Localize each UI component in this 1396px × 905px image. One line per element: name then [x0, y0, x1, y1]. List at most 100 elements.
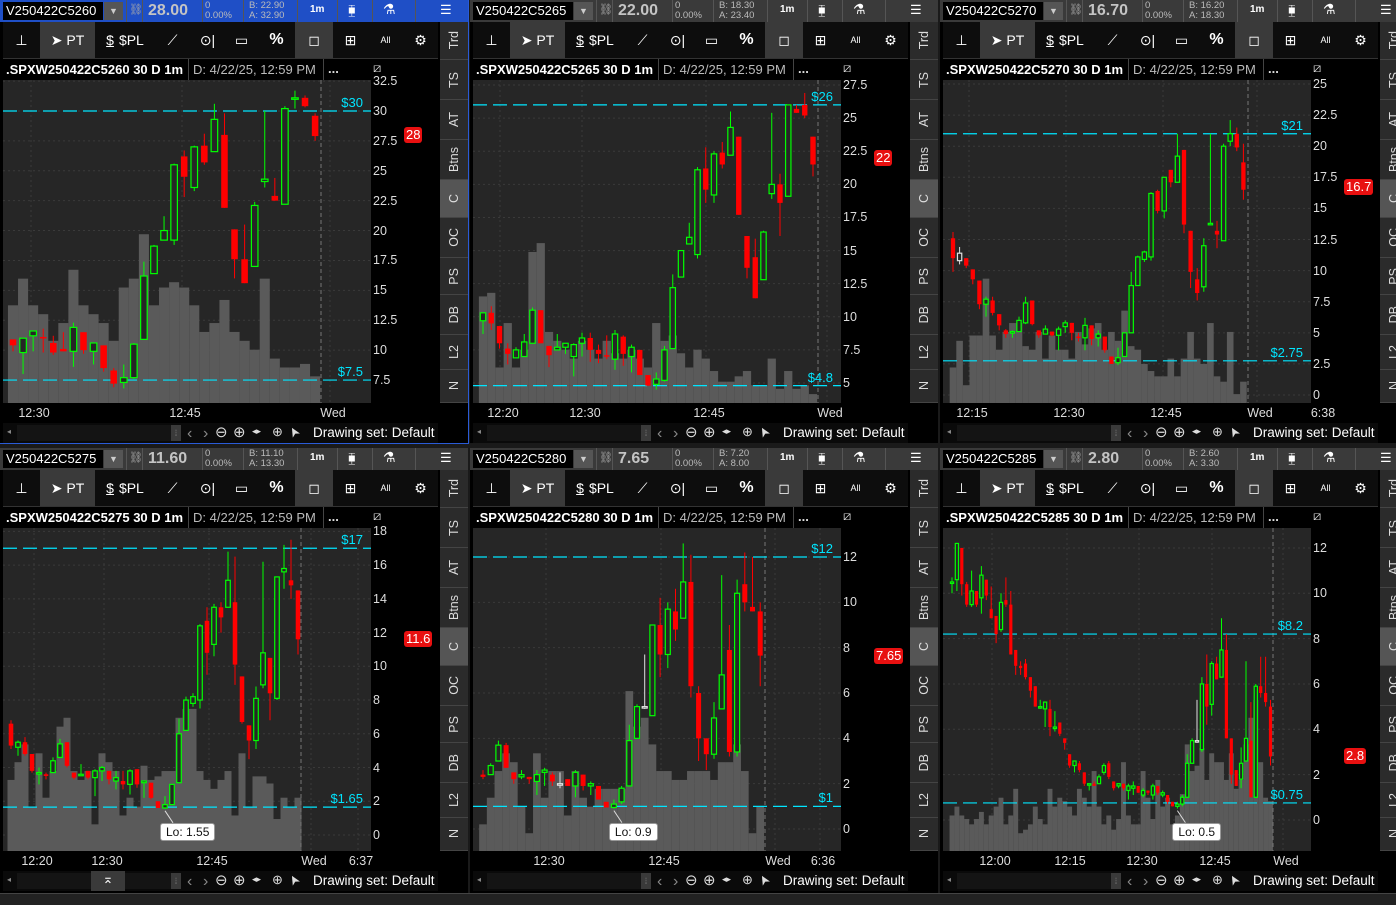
price-axis[interactable]: 7.5 10 12.5 15 17.5 20 22.5 25 27.5 30 32.5 28 [371, 74, 440, 403]
side-tab-n[interactable]: N [1380, 818, 1396, 851]
expand-axis-icon[interactable]: ⧄ [373, 60, 382, 75]
scroll-forward-icon[interactable]: › [673, 425, 679, 442]
price-level-icon[interactable]: ⊙| [669, 32, 686, 48]
horizontal-scrollbar[interactable] [957, 873, 1112, 889]
scroll-back-icon[interactable]: ‹ [657, 425, 663, 442]
cursor-icon[interactable]: ➤ [754, 423, 774, 441]
candlestick-style-icon[interactable]: ⧯ [818, 451, 826, 465]
symbol-dropdown-button[interactable]: ▼ [574, 2, 593, 20]
side-tab-l2[interactable]: L2 [440, 783, 468, 818]
zoom-in-icon[interactable]: ⊕ [233, 872, 246, 889]
price-level-label[interactable]: $1 [818, 790, 833, 806]
side-tab-oc[interactable]: OC [910, 666, 938, 706]
side-tab-trd[interactable]: Trd [910, 470, 938, 508]
all-icon[interactable]: All [368, 470, 403, 506]
gear-icon[interactable]: ⚙ [414, 480, 427, 496]
scroll-left-icon[interactable]: ◂ [947, 427, 952, 436]
timeframe-button[interactable]: 1m [310, 452, 325, 463]
symbol-input[interactable]: V250422C5270 [943, 2, 1043, 20]
side-tab-db[interactable]: DB [910, 743, 938, 783]
price-axis[interactable]: 0 2 4 6 8 10 12 7.65 [841, 528, 910, 851]
pointer-tool-button[interactable]: ➤ PT [510, 22, 565, 58]
rectangle-icon[interactable]: ▭ [704, 480, 719, 496]
crosshair-icon[interactable]: ⊕ [272, 872, 283, 887]
chart-plot[interactable]: $26 $4.8 [473, 80, 841, 403]
chart-plot[interactable]: $21 $2.75 [943, 80, 1321, 403]
gear-icon[interactable]: ⚙ [884, 32, 897, 48]
side-tab-trd[interactable]: Trd [1380, 470, 1396, 508]
menu-list-icon[interactable]: ☰ [910, 2, 922, 17]
studies-flask-icon[interactable]: ⚗ [853, 1, 866, 17]
side-tab-ps[interactable]: PS [910, 706, 938, 743]
expand-axis-icon[interactable]: ⧄ [1313, 508, 1322, 523]
side-tab-ps[interactable]: PS [440, 258, 468, 295]
gear-icon[interactable]: ⚙ [1354, 480, 1367, 496]
price-level-label[interactable]: $26 [811, 88, 833, 104]
pl-tool-button[interactable]: $ $PL [565, 470, 625, 506]
trendline-icon[interactable]: ⟋ [1107, 32, 1118, 48]
scroll-forward-icon[interactable]: › [203, 873, 209, 890]
side-tab-ps[interactable]: PS [1380, 706, 1396, 743]
expand-axis-icon[interactable]: ⧄ [843, 60, 852, 75]
timeframe-button[interactable]: 1m [780, 452, 795, 463]
more-button[interactable]: ... [793, 507, 809, 529]
scroll-left-icon[interactable]: ◂ [477, 875, 482, 884]
grid-layout-icon[interactable]: ⊞ [1284, 480, 1297, 496]
crosshair-icon[interactable]: ⊕ [742, 424, 753, 439]
price-chart[interactable] [3, 80, 371, 403]
scroll-forward-icon[interactable]: › [673, 873, 679, 890]
scroll-thumb-icon[interactable]: ⦙ [641, 425, 651, 441]
percent-icon[interactable]: % [258, 22, 295, 58]
fit-width-icon[interactable]: ◂▸ [252, 426, 262, 436]
menu-list-icon[interactable]: ☰ [1380, 450, 1392, 465]
zoom-in-icon[interactable]: ⊕ [1173, 872, 1186, 889]
time-axis[interactable]: 12:30 12:45 Wed 6:36 [473, 851, 908, 871]
cursor-icon[interactable]: ➤ [284, 423, 304, 441]
symbol-input[interactable]: V250422C5260 [3, 2, 103, 20]
symbol-dropdown-button[interactable]: ▼ [1044, 2, 1063, 20]
fit-width-icon[interactable]: ◂▸ [722, 874, 732, 884]
drawing-set-selector[interactable]: Drawing set: Default [1253, 425, 1375, 440]
drawing-set-selector[interactable]: Drawing set: Default [313, 425, 435, 440]
pl-tool-button[interactable]: $ $PL [1035, 22, 1095, 58]
studies-flask-icon[interactable]: ⚗ [1323, 1, 1336, 17]
link-icon[interactable]: ⛓ [599, 4, 613, 16]
cursor-icon[interactable]: ➤ [1224, 871, 1244, 889]
side-tab-db[interactable]: DB [440, 743, 468, 783]
symbol-dropdown-button[interactable]: ▼ [1044, 450, 1063, 468]
trendline-icon[interactable]: ⟋ [167, 480, 178, 496]
side-tab-c[interactable]: C [910, 180, 938, 218]
zoom-in-icon[interactable]: ⊕ [1173, 424, 1186, 441]
timeframe-button[interactable]: 1m [310, 4, 325, 15]
side-tab-n[interactable]: N [440, 818, 468, 851]
time-axis[interactable]: 12:20 12:30 12:45 Wed 6:37 [3, 851, 438, 871]
all-icon[interactable]: All [838, 470, 873, 506]
side-tab-l2[interactable]: L2 [910, 783, 938, 818]
scroll-back-icon[interactable]: ‹ [657, 873, 663, 890]
price-level-label[interactable]: $12 [811, 541, 833, 556]
price-level-label[interactable]: $21 [1281, 117, 1303, 133]
menu-list-icon[interactable]: ☰ [440, 2, 452, 17]
trendline-icon[interactable]: ⟋ [1107, 480, 1118, 496]
horizontal-scrollbar[interactable] [487, 873, 642, 889]
price-level-label[interactable]: $8.2 [1277, 618, 1303, 634]
grid-layout-icon[interactable]: ⊞ [814, 480, 827, 496]
drawing-set-selector[interactable]: Drawing set: Default [1253, 873, 1375, 888]
side-tab-ts[interactable]: TS [440, 508, 468, 548]
scroll-forward-icon[interactable]: › [1143, 425, 1149, 442]
rectangle-icon[interactable]: ▭ [1174, 32, 1189, 48]
scroll-left-icon[interactable]: ◂ [947, 875, 952, 884]
symbol-input[interactable]: V250422C5275 [3, 450, 103, 468]
crosshair-icon[interactable]: ⊕ [272, 424, 283, 439]
price-chart[interactable] [943, 528, 1311, 851]
horizontal-scrollbar[interactable] [957, 425, 1112, 441]
symbol-input[interactable]: V250422C5285 [943, 450, 1043, 468]
side-tab-db[interactable]: DB [1380, 743, 1396, 783]
more-button[interactable]: ... [793, 59, 809, 81]
pointer-tool-button[interactable]: ➤ PT [40, 22, 95, 58]
side-tab-ps[interactable]: PS [910, 258, 938, 295]
scroll-left-icon[interactable]: ◂ [477, 427, 482, 436]
crosshair-icon[interactable]: ⊕ [1212, 872, 1223, 887]
timeframe-button[interactable]: 1m [780, 4, 795, 15]
crosshair-icon[interactable]: ⊕ [1212, 424, 1223, 439]
